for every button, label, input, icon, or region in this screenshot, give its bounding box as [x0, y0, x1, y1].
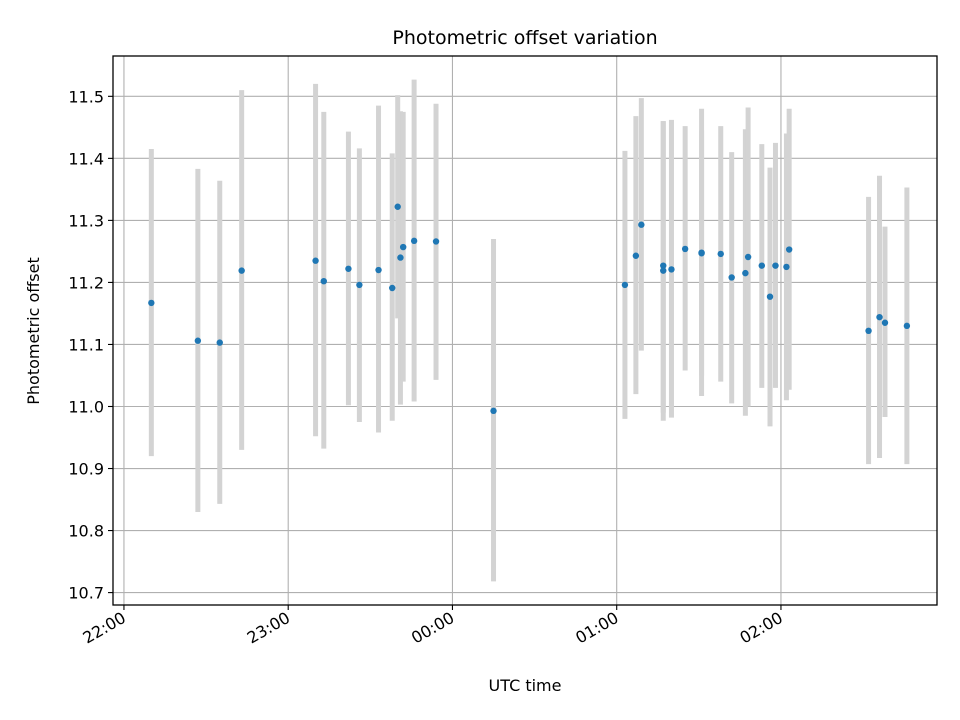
data-point — [432, 238, 440, 245]
data-point — [865, 327, 872, 335]
data-point — [394, 203, 401, 210]
data-point — [881, 319, 889, 326]
data-point — [876, 313, 883, 321]
data-point — [148, 299, 155, 307]
data-points — [148, 203, 911, 415]
data-point — [375, 266, 382, 274]
y-tick-label: 10.7 — [68, 584, 104, 603]
data-point — [194, 337, 202, 344]
data-point — [660, 267, 667, 274]
data-point — [389, 284, 396, 292]
x-axis-title: UTC time — [489, 676, 562, 695]
data-point — [660, 262, 667, 269]
data-point — [638, 221, 645, 228]
data-point — [632, 252, 640, 259]
data-point — [742, 269, 749, 277]
grid — [113, 56, 937, 605]
data-point — [356, 281, 363, 289]
y-tick-label: 10.9 — [68, 460, 104, 479]
data-point — [681, 245, 689, 253]
data-point — [728, 274, 735, 281]
y-tick-label: 11.0 — [68, 397, 104, 416]
y-axis-title: Photometric offset — [24, 257, 43, 405]
data-point — [783, 263, 790, 271]
plot-frame — [112, 55, 938, 606]
data-point — [320, 277, 327, 285]
y-tick-label: 11.2 — [68, 273, 104, 292]
y-tick-label: 10.8 — [68, 522, 104, 541]
y-tick-label: 11.3 — [68, 211, 104, 230]
data-point — [345, 265, 352, 272]
data-point — [758, 262, 765, 269]
chart-title: Photometric offset variation — [392, 27, 657, 49]
data-point — [785, 246, 793, 253]
data-point — [410, 237, 418, 245]
data-point — [621, 281, 629, 289]
data-point — [312, 257, 319, 264]
data-point — [216, 339, 223, 346]
y-tick-label: 11.1 — [68, 335, 104, 354]
data-point — [772, 262, 779, 269]
data-point — [744, 253, 752, 261]
y-tick-label: 11.5 — [68, 87, 104, 106]
data-point — [668, 266, 675, 273]
data-point — [717, 250, 724, 258]
data-point — [399, 243, 407, 251]
data-point — [698, 250, 705, 257]
data-point — [238, 267, 245, 274]
data-point — [490, 407, 497, 415]
data-point — [903, 322, 911, 330]
data-point — [766, 293, 774, 300]
data-point — [397, 254, 404, 261]
y-tick-label: 11.4 — [68, 149, 104, 168]
